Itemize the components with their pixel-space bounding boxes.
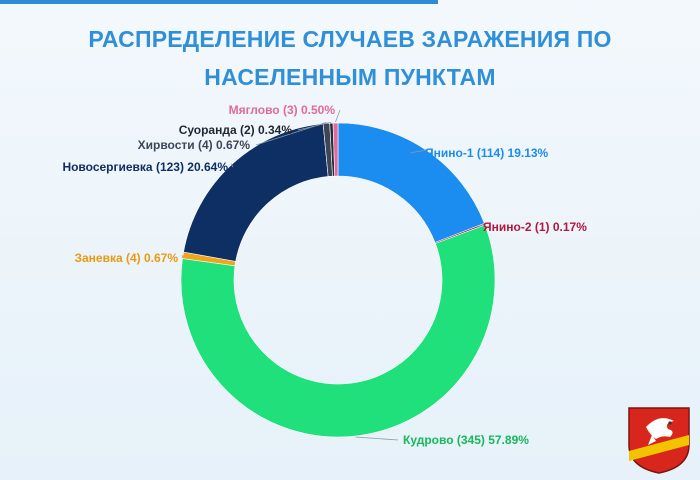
slice-labels: Янино-1 (114) 19.13% Янино-2 (1) 0.17% Куд…: [62, 103, 587, 447]
top-accent-bar: [0, 0, 438, 4]
leader-lines: [181, 109, 486, 441]
slice-label-8: Мяглово (3) 0.50%: [229, 103, 336, 117]
slice-label-4: Заневка (4) 0.67%: [74, 251, 178, 265]
slice-label-6: Хирвости (4) 0.67%: [138, 138, 251, 152]
slice-label-1: Янино-1 (114) 19.13%: [425, 146, 549, 160]
slice-label-3: Кудрово (345) 57.89%: [403, 433, 529, 447]
slice-3: [180, 224, 496, 438]
slice-1: [337, 122, 485, 243]
leader-line-3: [355, 436, 399, 441]
coat-of-arms-icon: [628, 407, 690, 474]
leader-line-5: [230, 163, 234, 168]
slice-label-7: Суоранда (2) 0.34%: [179, 123, 293, 137]
donut-slices: [180, 122, 496, 438]
slice-label-2: Янино-2 (1) 0.17%: [483, 220, 587, 234]
leader-line-4: [181, 254, 184, 259]
leader-line-8: [335, 109, 341, 123]
leader-line-2: [477, 223, 486, 228]
title-line-1: РАСПРЕДЕЛЕНИЕ СЛУЧАЕВ ЗАРАЖЕНИЯ ПО: [88, 26, 612, 52]
slice-label-5: Новосергиевка (123) 20.64%: [62, 160, 228, 174]
page-title: РАСПРЕДЕЛЕНИЕ СЛУЧАЕВ ЗАРАЖЕНИЯ ПО НАСЕЛ…: [40, 20, 660, 96]
slice-8: [332, 122, 339, 177]
leader-line-1: [409, 149, 428, 154]
title-line-2: НАСЕЛЕННЫМ ПУНКТАМ: [204, 64, 496, 90]
leader-line-7: [297, 121, 332, 131]
